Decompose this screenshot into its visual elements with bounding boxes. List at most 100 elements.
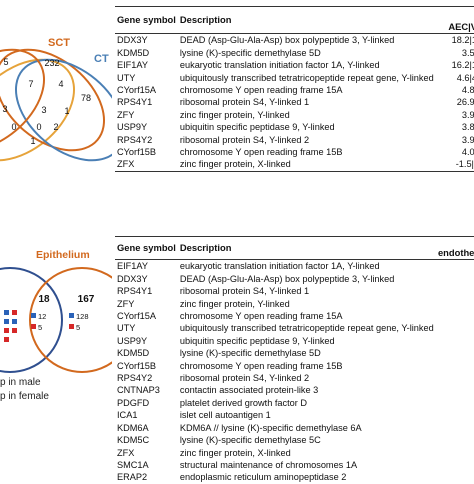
gene-value: 3.9| [461, 134, 474, 145]
table-row: RPS4Y2 ribosomal protein S4, Y-linked 2 3.… [115, 134, 474, 146]
gene-value: 3.9| [461, 109, 474, 120]
gene-description: DEAD (Asp-Glu-Ala-Asp) box polypeptide 3… [179, 273, 395, 284]
gene-symbol: ERAP2 [117, 472, 148, 483]
venn-far-left-ellipse [0, 48, 46, 152]
gene-description: platelet derived growth factor D [179, 397, 308, 408]
gene-symbol: RPS4Y2 [117, 373, 153, 384]
gene-description: ubiquitin specific peptidase 9, Y-linked [179, 122, 335, 133]
gene-value: 4.6|4 [456, 72, 474, 83]
gene-symbol: USP9Y [117, 122, 148, 133]
table-row: DDX3Y DEAD (Asp-Glu-Ala-Asp) box polypept… [115, 273, 474, 285]
gene-symbol: KDM5C [117, 435, 150, 446]
table-row: CYorf15B chromosome Y open reading frame … [115, 360, 474, 372]
venn-number: 232 [44, 58, 59, 68]
venn-number: 0 [36, 122, 41, 132]
table-row: RPS4Y2 ribosomal protein S4, Y-linked 2 [115, 372, 474, 384]
gene-symbol: CYorf15B [117, 147, 156, 158]
venn-number: 2 [53, 122, 58, 132]
gene-description: islet cell autoantigen 1 [179, 410, 271, 421]
gene-symbol: CYorf15A [117, 311, 156, 322]
venn-diagram-bottom: Epithelium 18 167 12 128 5 5 [0, 249, 112, 373]
gene-description: DEAD (Asp-Glu-Ala-Asp) box polypeptide 3… [179, 35, 395, 46]
table-row: PDGFD platelet derived growth factor D [115, 397, 474, 409]
column-header-aec: AEC|V [445, 5, 474, 35]
venn-number: 0 [11, 122, 16, 132]
gene-description: lysine (K)-specific demethylase 5C [179, 435, 321, 446]
table-row: CNTNAP3 contactin associated protein-like… [115, 384, 474, 396]
table-row: KDM5C lysine (K)-specific demethylase 5C [115, 434, 474, 446]
venn-markers [4, 310, 74, 342]
gene-symbol: ICA1 [117, 410, 138, 421]
table-row: RPS4Y1 ribosomal protein S4, Y-linked 1 [115, 285, 474, 297]
gene-description: zinc finger protein, Y-linked [179, 298, 290, 309]
gene-symbol: SMC1A [117, 459, 149, 470]
venn-number: 5 [38, 323, 42, 332]
gene-description: zinc finger protein, X-linked [179, 447, 291, 458]
legend-item-female: p in female [0, 391, 49, 402]
table-row: CYorf15B chromosome Y open reading frame … [115, 146, 474, 158]
gene-symbol: ZFY [117, 109, 135, 120]
gene-description: lysine (K)-specific demethylase 5D [179, 348, 321, 359]
venn-number: 7 [28, 79, 33, 89]
gene-description: ribosomal protein S4, Y-linked 1 [179, 286, 310, 297]
venn-diagram-top: SCT CT 5 232 7 4 78 3 3 1 0 2 1 0 [0, 37, 112, 162]
gene-description: ribosomal protein S4, Y-linked 2 [179, 134, 310, 145]
table-header: Gene symbol Description AEC|V [115, 5, 474, 35]
gene-symbol: PDGFD [117, 397, 150, 408]
venn-number: 128 [76, 312, 89, 321]
gene-symbol: ZFX [115, 158, 178, 172]
table-row: RPS4Y1 ribosomal protein S4, Y-linked 1 26… [115, 96, 474, 108]
column-header-description: Description [177, 235, 350, 261]
venn-number: 12 [38, 312, 46, 321]
gene-table-bottom: Gene symbol Description endothel EIF1AY e… [115, 235, 474, 484]
gene-symbol: EIF1AY [117, 261, 148, 272]
gene-value: 4.8| [461, 85, 474, 96]
gene-description: endoplasmic reticulum aminopeptidase 2 [179, 472, 347, 483]
column-header-endothelium: endothel [349, 235, 474, 261]
venn-number: 3 [41, 105, 46, 115]
gene-symbol: KDM5D [117, 47, 150, 58]
gene-description: ubiquitin specific peptidase 9, Y-linked [179, 335, 335, 346]
venn-number: 78 [81, 93, 91, 103]
gene-symbol: RPS4Y1 [117, 97, 153, 108]
venn-number: 5 [76, 323, 80, 332]
gene-symbol: KDM6A [117, 422, 149, 433]
table-header: Gene symbol Description endothel [115, 235, 474, 261]
gene-symbol: ZFY [117, 298, 135, 309]
gene-description: zinc finger protein, Y-linked [179, 109, 290, 120]
gene-symbol: EIF1AY [117, 60, 148, 71]
gene-description: eukaryotic translation initiation factor… [179, 261, 380, 272]
gene-description: chromosome Y open reading frame 15B [179, 360, 343, 371]
gene-description: ubiquitously transcribed tetratricopepti… [179, 323, 434, 334]
gene-value: -1.5|- [445, 158, 474, 172]
gene-description: ribosomal protein S4, Y-linked 2 [179, 373, 310, 384]
gene-symbol: CYorf15B [117, 360, 156, 371]
gene-description: KDM6A // lysine (K)-specific demethylase… [179, 422, 362, 433]
gene-description: lysine (K)-specific demethylase 5D [179, 47, 321, 58]
gene-description: chromosome Y open reading frame 15A [179, 85, 343, 96]
gene-description: chromosome Y open reading frame 15A [179, 311, 343, 322]
gene-description: chromosome Y open reading frame 15B [179, 147, 343, 158]
venn-left-circle [0, 267, 63, 373]
venn-ct-ellipse [14, 58, 112, 162]
gene-value: 16.2|1 [451, 60, 474, 71]
gene-symbol: UTY [117, 323, 136, 334]
legend-item-male: p in male [0, 377, 41, 388]
gene-description: zinc finger protein, X-linked [177, 158, 446, 172]
table-row: ICA1 islet cell autoantigen 1 [115, 409, 474, 421]
gene-description: ribosomal protein S4, Y-linked 1 [179, 97, 310, 108]
gene-description: contactin associated protein-like 3 [179, 385, 319, 396]
gene-description: ubiquitously transcribed tetratricopepti… [179, 72, 434, 83]
venn-number: 1 [30, 136, 35, 146]
gene-value: 4.0| [461, 147, 474, 158]
gene-description: eukaryotic translation initiation factor… [179, 60, 380, 71]
venn-sct-label: SCT [48, 37, 70, 49]
table-row: EIF1AY eukaryotic translation initiation … [115, 260, 474, 273]
gene-symbol: DDX3Y [117, 35, 148, 46]
table-row: DDX3Y DEAD (Asp-Glu-Ala-Asp) box polypept… [115, 34, 474, 47]
venn-sct-ellipse [0, 48, 106, 152]
table-row: SMC1A structural maintenance of chromosom… [115, 459, 474, 471]
venn-number: 1 [64, 106, 69, 116]
gene-symbol: UTY [117, 72, 136, 83]
venn-number: 18 [38, 294, 50, 305]
